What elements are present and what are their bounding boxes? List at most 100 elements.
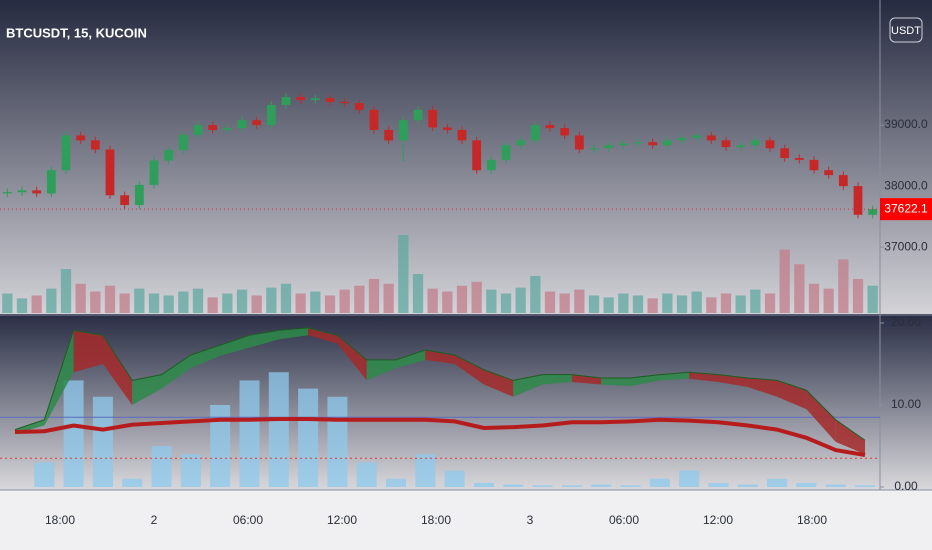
x-tick-label: 18:00 xyxy=(797,513,827,527)
y-tick-label: 39000.0 xyxy=(884,117,928,131)
volume-bar xyxy=(515,287,526,313)
histogram-bar xyxy=(708,482,729,487)
candle-body xyxy=(677,137,687,141)
cloud-segment xyxy=(366,359,397,381)
candle-body xyxy=(457,129,467,141)
cloud-segment xyxy=(161,354,191,389)
currency-label[interactable]: USDT xyxy=(891,25,921,37)
volume-bar xyxy=(16,298,28,313)
candle-body xyxy=(721,140,731,148)
candle-body xyxy=(560,128,570,136)
volume-bar xyxy=(720,293,732,313)
volume-bar xyxy=(691,291,702,313)
cloud-segment xyxy=(747,377,778,397)
candle-body xyxy=(736,145,746,148)
candle-body xyxy=(354,103,364,110)
volume-bar xyxy=(750,289,761,313)
y2-tick-label: 10.00 xyxy=(891,397,921,411)
histogram-bar xyxy=(796,482,817,487)
candle-body xyxy=(384,129,394,141)
volume-bar xyxy=(486,289,497,313)
cloud-upper-line xyxy=(14,327,866,441)
volume-bar xyxy=(442,291,453,313)
cloud-segment xyxy=(718,374,748,387)
x-tick-label: 18:00 xyxy=(421,513,451,527)
candle-body xyxy=(296,97,306,101)
histogram-bar xyxy=(444,470,465,487)
last-price-box xyxy=(880,198,932,221)
candle-body xyxy=(325,98,335,102)
volume-bar xyxy=(163,295,174,313)
volume-bar xyxy=(706,297,717,313)
cloud-segment xyxy=(396,350,426,369)
histogram-bar xyxy=(122,478,143,487)
volume-bar xyxy=(339,289,350,313)
volume-bar xyxy=(559,293,570,313)
candle-body xyxy=(706,135,716,141)
cloud-segment xyxy=(278,327,309,340)
volume-bar xyxy=(852,278,864,313)
candle-body xyxy=(149,160,159,185)
candle-body xyxy=(178,134,188,151)
volume-bar xyxy=(46,288,57,313)
histogram-bar xyxy=(180,454,201,487)
histogram-bar xyxy=(356,462,377,487)
candle-body xyxy=(486,159,496,171)
histogram-bar xyxy=(679,470,700,487)
volume-bar xyxy=(383,283,394,313)
volume-bar xyxy=(838,259,849,313)
candle-body xyxy=(648,142,658,146)
volume-bar xyxy=(603,297,614,313)
last-price-label: 37622.1 xyxy=(884,201,928,215)
y2-tick-label: 0.00 xyxy=(894,479,918,493)
volume-bar xyxy=(588,295,600,313)
candle-body xyxy=(413,109,423,121)
x-tick-label: 18:00 xyxy=(45,513,75,527)
candle-body xyxy=(17,190,27,193)
cloud-segment xyxy=(483,369,514,397)
candle-body xyxy=(369,109,379,130)
histogram-bar xyxy=(532,485,553,487)
volume-bar xyxy=(368,278,380,313)
candle-body xyxy=(120,195,130,206)
volume-bar xyxy=(456,285,468,313)
volume-bar xyxy=(647,298,658,313)
cloud-segment xyxy=(601,377,631,387)
volume-bar xyxy=(500,293,512,313)
candle-body xyxy=(516,140,526,146)
cloud-segment xyxy=(454,354,484,385)
histogram-bar xyxy=(327,396,348,487)
volume-bar xyxy=(412,274,424,313)
histogram-bar xyxy=(239,380,260,487)
volume-bar xyxy=(222,293,233,313)
cloud-segment xyxy=(249,330,279,348)
cloud-segment xyxy=(513,374,543,397)
candle-body xyxy=(530,125,540,141)
y2-tick-label: 20.00 xyxy=(891,315,921,329)
cloud-segment xyxy=(835,419,865,455)
cloud-segment xyxy=(542,374,572,385)
candle-body xyxy=(604,145,614,149)
volume-bar xyxy=(544,291,556,313)
candle-body xyxy=(222,128,232,130)
candle-body xyxy=(164,150,174,161)
histogram-bar xyxy=(591,484,612,487)
currency-button[interactable] xyxy=(889,17,923,43)
candle-body xyxy=(2,192,12,194)
volume-bar xyxy=(119,293,130,313)
volume-bar xyxy=(618,293,629,313)
candle-body xyxy=(750,140,760,146)
volume-bar xyxy=(2,293,13,313)
volume-bar xyxy=(280,283,292,313)
histogram-bar xyxy=(620,485,641,487)
y-tick-label: 38000.0 xyxy=(884,178,928,192)
x-tick-label: 06:00 xyxy=(233,513,263,527)
candle-body xyxy=(90,140,100,150)
histogram-bar xyxy=(561,485,582,487)
candle-body xyxy=(809,159,819,171)
x-tick-label: 06:00 xyxy=(609,513,639,527)
candle-body xyxy=(868,209,878,215)
histogram-bar xyxy=(92,396,113,487)
chart-title: BTCUSDT, 15, KUCOIN xyxy=(6,25,147,40)
